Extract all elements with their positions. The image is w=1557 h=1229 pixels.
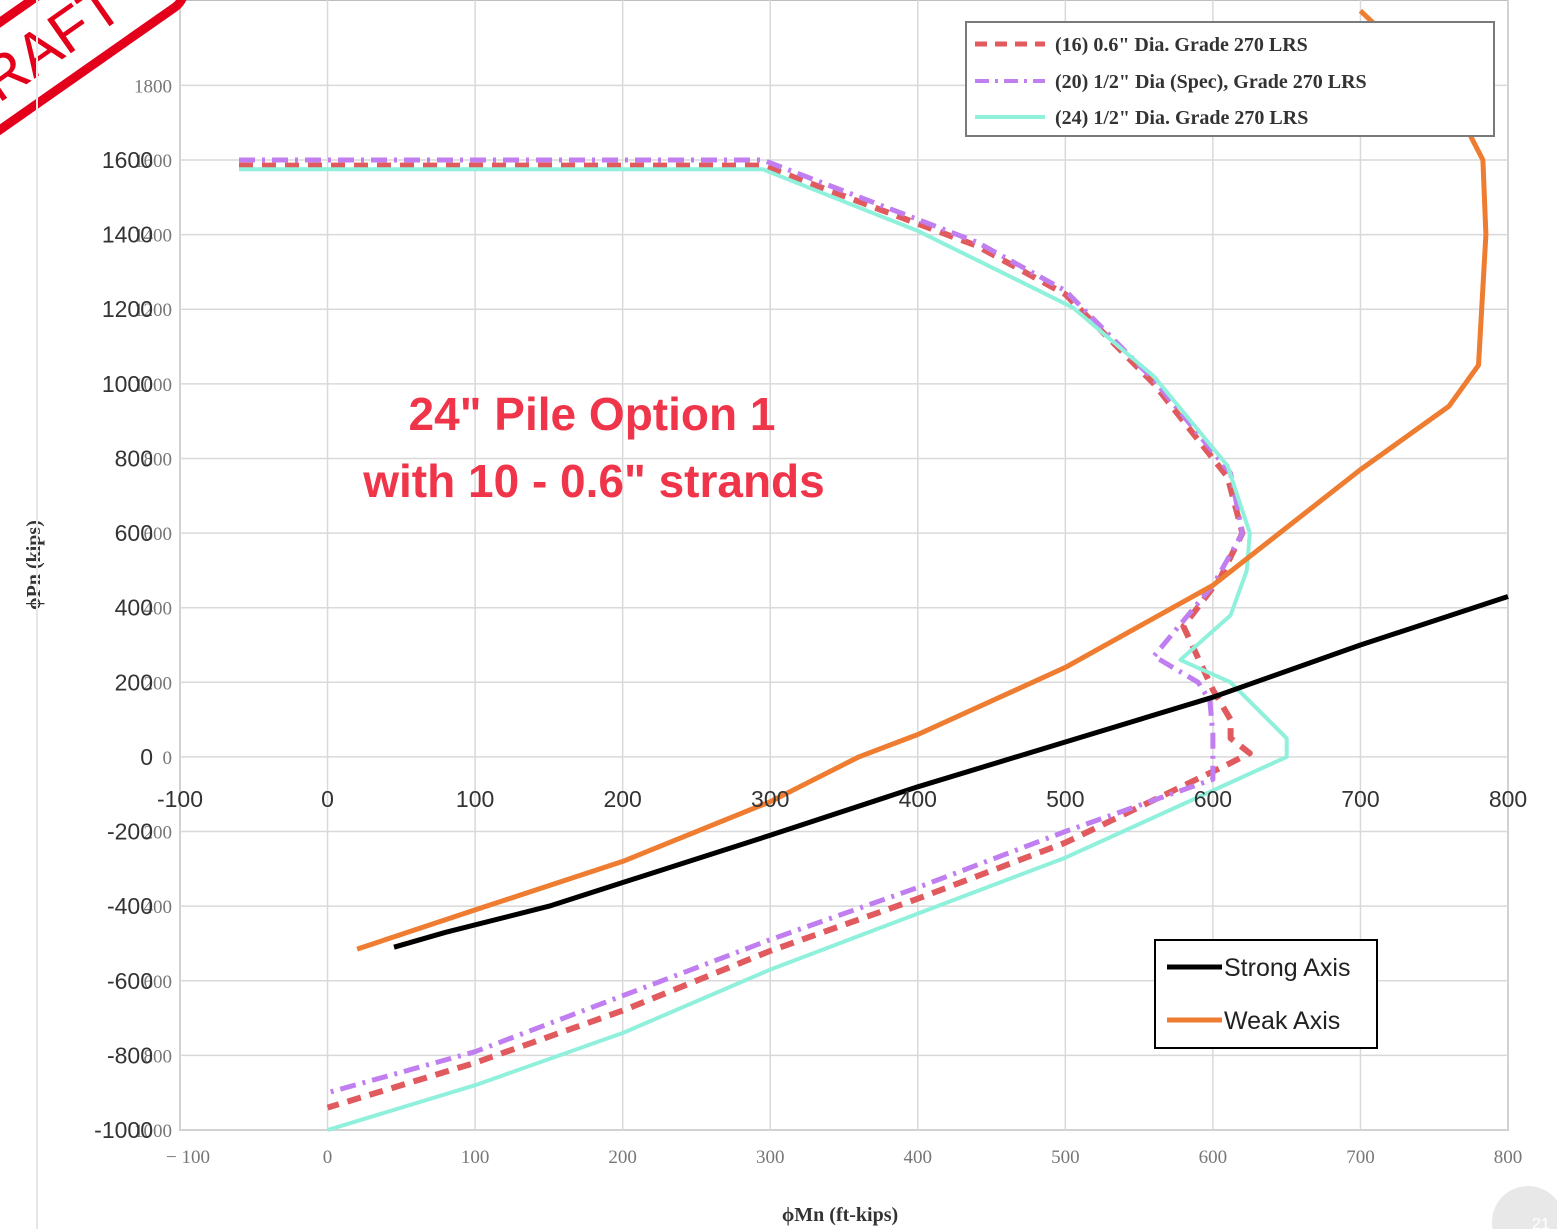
- y-tick-back: 1800: [134, 76, 172, 97]
- legend-lrs-box: [965, 21, 1495, 137]
- y-tick-front: 0: [140, 744, 153, 770]
- x-tick-front: 200: [603, 786, 641, 812]
- x-axis-label: ϕMn (ft-kips): [782, 1204, 898, 1226]
- page-number: 21: [1532, 1216, 1550, 1229]
- y-ticks-back: 1800 1600 1400 1200 1000 800 600 400 200 0 200 400 6…: [134, 76, 172, 1142]
- legend-lrs24-label: (24) 1/2" Dia. Grade 270 LRS: [1055, 107, 1308, 129]
- legend-strong-label: Strong Axis: [1224, 954, 1350, 982]
- y-ticks-front: 1600 1400 1200 1000 800 600 400 200 0 -200 -400 -60…: [94, 147, 153, 1143]
- x-tick-front: 600: [1194, 786, 1232, 812]
- series-layer: [239, 8, 1509, 1132]
- x-tick-front: -100: [157, 786, 203, 812]
- x-tick-front: 800: [1489, 786, 1527, 812]
- x-ticks-front: -100 0 100 200 300 400 500 600 700 800: [157, 786, 1527, 812]
- y-tick-front: -600: [107, 968, 153, 994]
- y-tick-back: 400: [144, 897, 173, 918]
- legend-axis-box: [1154, 939, 1378, 1049]
- series-line-0: [239, 162, 1253, 1111]
- x-tick-back: 200: [608, 1147, 637, 1168]
- y-tick-back: 400: [144, 599, 173, 620]
- annotation-line2: with 10 - 0.6" strands: [362, 455, 825, 507]
- x-tick-front: 300: [751, 786, 789, 812]
- y-tick-front: 1000: [102, 371, 153, 397]
- y-tick-back: 1000: [134, 375, 172, 396]
- y-tick-back: 600: [144, 972, 173, 993]
- legend-weak-label: Weak Axis: [1224, 1007, 1340, 1035]
- y-tick-front: 1200: [102, 296, 153, 322]
- y-tick-front: 1400: [102, 222, 153, 248]
- y-tick-front: -200: [107, 819, 153, 845]
- x-tick-front: 500: [1046, 786, 1084, 812]
- y-tick-front: 400: [115, 595, 153, 621]
- y-tick-back: 200: [144, 823, 173, 844]
- x-tick-back: 300: [756, 1147, 785, 1168]
- y-tick-front: -800: [107, 1042, 153, 1068]
- y-tick-back: 1400: [134, 226, 172, 247]
- series-line-2: [239, 167, 1289, 1132]
- x-tick-back: 0: [323, 1147, 333, 1168]
- x-tick-front: 100: [456, 786, 494, 812]
- y-tick-back: 0: [163, 748, 173, 769]
- y-axis-label: ϕPn (kips): [23, 520, 45, 610]
- annotation-line1: 24" Pile Option 1: [409, 388, 776, 440]
- y-tick-front: 600: [115, 520, 153, 546]
- legend-lrs20-label: (20) 1/2" Dia (Spec), Grade 270 LRS: [1055, 71, 1367, 93]
- y-tick-back: 800: [144, 449, 173, 470]
- x-tick-back: 800: [1494, 1147, 1523, 1168]
- y-tick-front: 1600: [102, 147, 153, 173]
- y-tick-back: 200: [144, 673, 173, 694]
- x-tick-back: 400: [904, 1147, 933, 1168]
- legend-lrs: (16) 0.6" Dia. Grade 270 LRS (20) 1/2" D…: [965, 21, 1495, 137]
- x-tick-back: 700: [1346, 1147, 1375, 1168]
- y-tick-front: -400: [107, 893, 153, 919]
- y-tick-back: 1200: [134, 300, 172, 321]
- x-tick-back: 500: [1051, 1147, 1080, 1168]
- x-ticks-back: − 100 0 100 200 300 400 500 600 700 800: [166, 1147, 1522, 1168]
- legend-lrs16-label: (16) 0.6" Dia. Grade 270 LRS: [1055, 34, 1308, 56]
- y-tick-front: -1000: [94, 1117, 153, 1143]
- series-line-4: [356, 8, 1489, 952]
- x-tick-back: 600: [1199, 1147, 1228, 1168]
- y-tick-back: 1000: [134, 1121, 172, 1142]
- series-line-3: [393, 594, 1509, 950]
- x-tick-front: 700: [1341, 786, 1379, 812]
- draft-stamp-border: [0, 0, 189, 180]
- page-number-circle: [1492, 1186, 1557, 1229]
- y-tick-back: 800: [144, 1046, 173, 1067]
- series-line-1: [239, 157, 1245, 1096]
- y-tick-front: 800: [115, 445, 153, 471]
- y-tick-front: 200: [115, 669, 153, 695]
- x-tick-back: − 100: [166, 1147, 210, 1168]
- x-tick-front: 0: [321, 786, 334, 812]
- x-tick-back: 100: [461, 1147, 490, 1168]
- page-number-badge: 21: [1492, 1186, 1557, 1229]
- y-tick-back: 600: [144, 524, 173, 545]
- x-tick-front: 400: [899, 786, 937, 812]
- legend-axis: Strong Axis Weak Axis: [1154, 939, 1378, 1049]
- y-tick-back: 1600: [134, 151, 172, 172]
